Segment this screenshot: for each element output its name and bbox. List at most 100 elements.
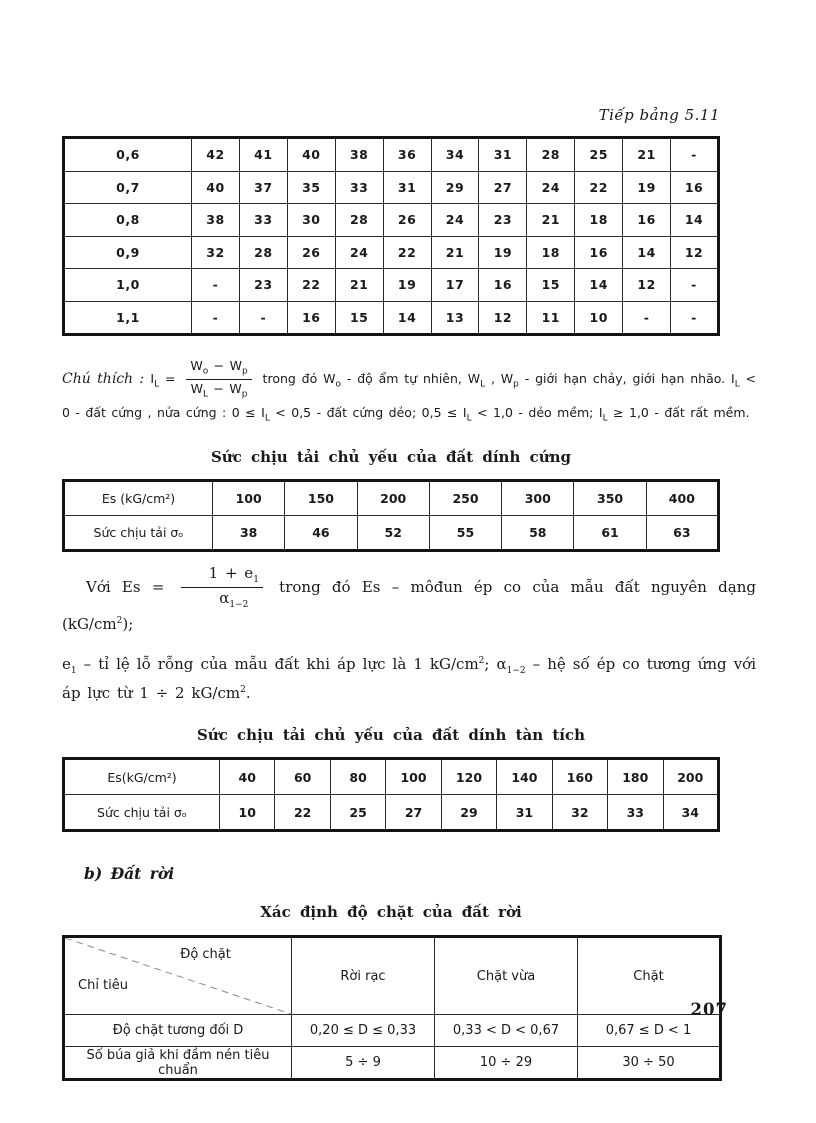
table-cell: 29 bbox=[440, 794, 498, 832]
do-chat-table-body: Độ chặt tương đối D 0,20 ≤ D ≤ 0,33 0,33 <… bbox=[63, 1014, 721, 1081]
table-cell: - bbox=[191, 268, 240, 302]
sub-script: L bbox=[264, 413, 270, 423]
table-cell: 21 bbox=[430, 235, 480, 269]
table-cell: 24 bbox=[334, 235, 384, 269]
table-cell: 14 bbox=[574, 268, 624, 302]
table-row: 0,7 40 37 35 33 31 29 27 24 22 19 16 bbox=[63, 170, 719, 204]
table-row: 0,6 42 41 40 38 36 34 31 28 25 21- bbox=[63, 137, 719, 172]
row-label-cell: 0,9 bbox=[63, 235, 192, 269]
row-label-cell: Số búa giả khi đầm nén tiêu chuẩn bbox=[63, 1046, 292, 1081]
table-cell: 33 bbox=[238, 203, 288, 237]
table-cell: 10 ÷ 29 bbox=[434, 1046, 578, 1081]
table-cell: 41 bbox=[238, 137, 288, 172]
table-cell: 350 bbox=[573, 479, 647, 516]
table-cell: 32 bbox=[551, 794, 609, 832]
table-cell: 21 bbox=[334, 268, 384, 302]
section-title-dat-dinh-tan-tich: Sức chịu tải chủ yếu của đất dính tàn tí… bbox=[196, 726, 586, 745]
sub-script: L bbox=[480, 379, 486, 390]
table-cell: 32 bbox=[191, 235, 240, 269]
table-cell: 31 bbox=[382, 170, 432, 204]
table-cell: 26 bbox=[286, 235, 336, 269]
table-cell: 14 bbox=[670, 203, 719, 237]
table-cell: 23 bbox=[238, 268, 288, 302]
note-paragraph: Chú thích : IL = Wo − Wp WL − Wp trong đó… bbox=[62, 358, 757, 423]
dat-dinh-cung-table: Es (kG/cm²) 100 150 200 250 300 350 400 Sức chịu… bbox=[62, 478, 720, 552]
row-label-cell: Es (kG/cm²) bbox=[63, 479, 213, 516]
table-row: Es (kG/cm²) 100 150 200 250 300 350 400 bbox=[63, 479, 720, 516]
sub-script: p bbox=[241, 366, 248, 377]
fraction-numerator: 1 + e1 bbox=[180, 564, 263, 588]
table-row: Sức chịu tải σₒ 10 22 25 27 29 31 32 33 34 bbox=[63, 794, 719, 832]
table-cell: 0,33 < D < 0,67 bbox=[434, 1014, 578, 1048]
table-cell: 31 bbox=[496, 794, 553, 832]
table-cell: 140 bbox=[496, 758, 553, 796]
table-cell: 40 bbox=[191, 170, 240, 204]
row-label-cell: Sức chịu tải σₒ bbox=[63, 514, 213, 551]
table-cell: 24 bbox=[430, 203, 480, 237]
column-header-chat: Chặt bbox=[577, 936, 721, 1016]
table-cell: 22 bbox=[382, 235, 432, 269]
sub-script: L bbox=[154, 379, 160, 390]
sup-script: 2 bbox=[478, 656, 485, 667]
table-cell: 16 bbox=[286, 300, 336, 335]
section-title-do-chat: Xác định độ chặt của đất rời bbox=[260, 903, 522, 922]
row-label-cell: 0,7 bbox=[63, 170, 192, 204]
table-cell: 15 bbox=[334, 300, 384, 335]
table-cell: 46 bbox=[284, 514, 358, 551]
table-cell: 24 bbox=[526, 170, 576, 204]
table-cell: 55 bbox=[428, 514, 503, 551]
table-continuation-note: Tiếp bảng 5.11 bbox=[598, 106, 720, 124]
table-row: 0,9 32 28 26 24 22 21 19 18 16 14 12 bbox=[63, 235, 719, 269]
table-cell: 60 bbox=[274, 758, 331, 796]
table-cell: 25 bbox=[329, 794, 387, 832]
row-label-cell: 1,0 bbox=[63, 268, 192, 302]
table-row: Es(kG/cm²) 40 60 80 100 120 140 160 180 200 bbox=[63, 758, 719, 796]
table-row: Số búa giả khi đầm nén tiêu chuẩn 5 ÷ 9 10… bbox=[63, 1046, 721, 1081]
table-cell: 28 bbox=[526, 137, 576, 172]
table-cell: 160 bbox=[551, 758, 609, 796]
table-cell: 38 bbox=[334, 137, 384, 172]
do-chat-table: Độ chặt Chỉ tiêu Rời rạc Chặt vừa Chặt Đ… bbox=[62, 935, 722, 1082]
table-cell: 38 bbox=[211, 514, 286, 551]
sub-script: L bbox=[202, 389, 208, 400]
table-cell: 0,67 ≤ D < 1 bbox=[577, 1014, 721, 1048]
table-row: 0,8 38 33 30 28 26 24 23 21 18 16 14 bbox=[63, 203, 719, 237]
table-cell: 5 ÷ 9 bbox=[291, 1046, 435, 1081]
table-cell: 18 bbox=[526, 235, 576, 269]
table-cell: 27 bbox=[385, 794, 442, 832]
table-cell: 21 bbox=[622, 137, 672, 172]
row-label-cell: 1,1 bbox=[63, 300, 192, 335]
row-label-cell: Es(kG/cm²) bbox=[63, 758, 220, 796]
fraction: Wo − Wp WL − Wp bbox=[186, 358, 252, 401]
sub-script: L bbox=[602, 413, 608, 423]
table-cell: - bbox=[622, 300, 672, 335]
table-cell: 27 bbox=[478, 170, 528, 204]
dat-dinh-tan-tich-table-body: Es(kG/cm²) 40 60 80 100 120 140 160 180 200 Sức ch… bbox=[63, 758, 719, 832]
table-cell: 250 bbox=[428, 479, 503, 516]
table-cell: 28 bbox=[334, 203, 384, 237]
row-label-cell: 0,6 bbox=[63, 137, 192, 172]
table-cell: 14 bbox=[382, 300, 432, 335]
column-header-roi-rac: Rời rạc bbox=[291, 936, 435, 1016]
sub-script: 1 bbox=[70, 666, 77, 677]
table-header-row: Độ chặt Chỉ tiêu Rời rạc Chặt vừa Chặt bbox=[63, 936, 721, 1016]
table-cell: 17 bbox=[430, 268, 480, 302]
table-cell: 16 bbox=[622, 203, 672, 237]
table-cell: 19 bbox=[478, 235, 528, 269]
sup-script: 2 bbox=[116, 616, 123, 627]
table-cell: 58 bbox=[501, 514, 575, 551]
fraction-denominator: WL − Wp bbox=[190, 380, 248, 400]
table-cell: 22 bbox=[286, 268, 336, 302]
table-cell: 200 bbox=[662, 758, 719, 796]
table-cell: 100 bbox=[211, 479, 286, 516]
sub-script: p bbox=[241, 389, 248, 400]
sub-script: L bbox=[466, 413, 472, 423]
table-cell: 30 bbox=[286, 203, 336, 237]
table-cell: 40 bbox=[218, 758, 276, 796]
il-values-table: 0,6 42 41 40 38 36 34 31 28 25 21-0,7 40 37 35 33 31 29 2… bbox=[62, 136, 720, 336]
table-cell: 12 bbox=[478, 300, 528, 335]
table-cell: 42 bbox=[191, 137, 240, 172]
corner-label-chi-tieu: Chỉ tiêu bbox=[78, 978, 129, 994]
table-cell: 400 bbox=[645, 479, 720, 516]
table-cell: 18 bbox=[574, 203, 624, 237]
